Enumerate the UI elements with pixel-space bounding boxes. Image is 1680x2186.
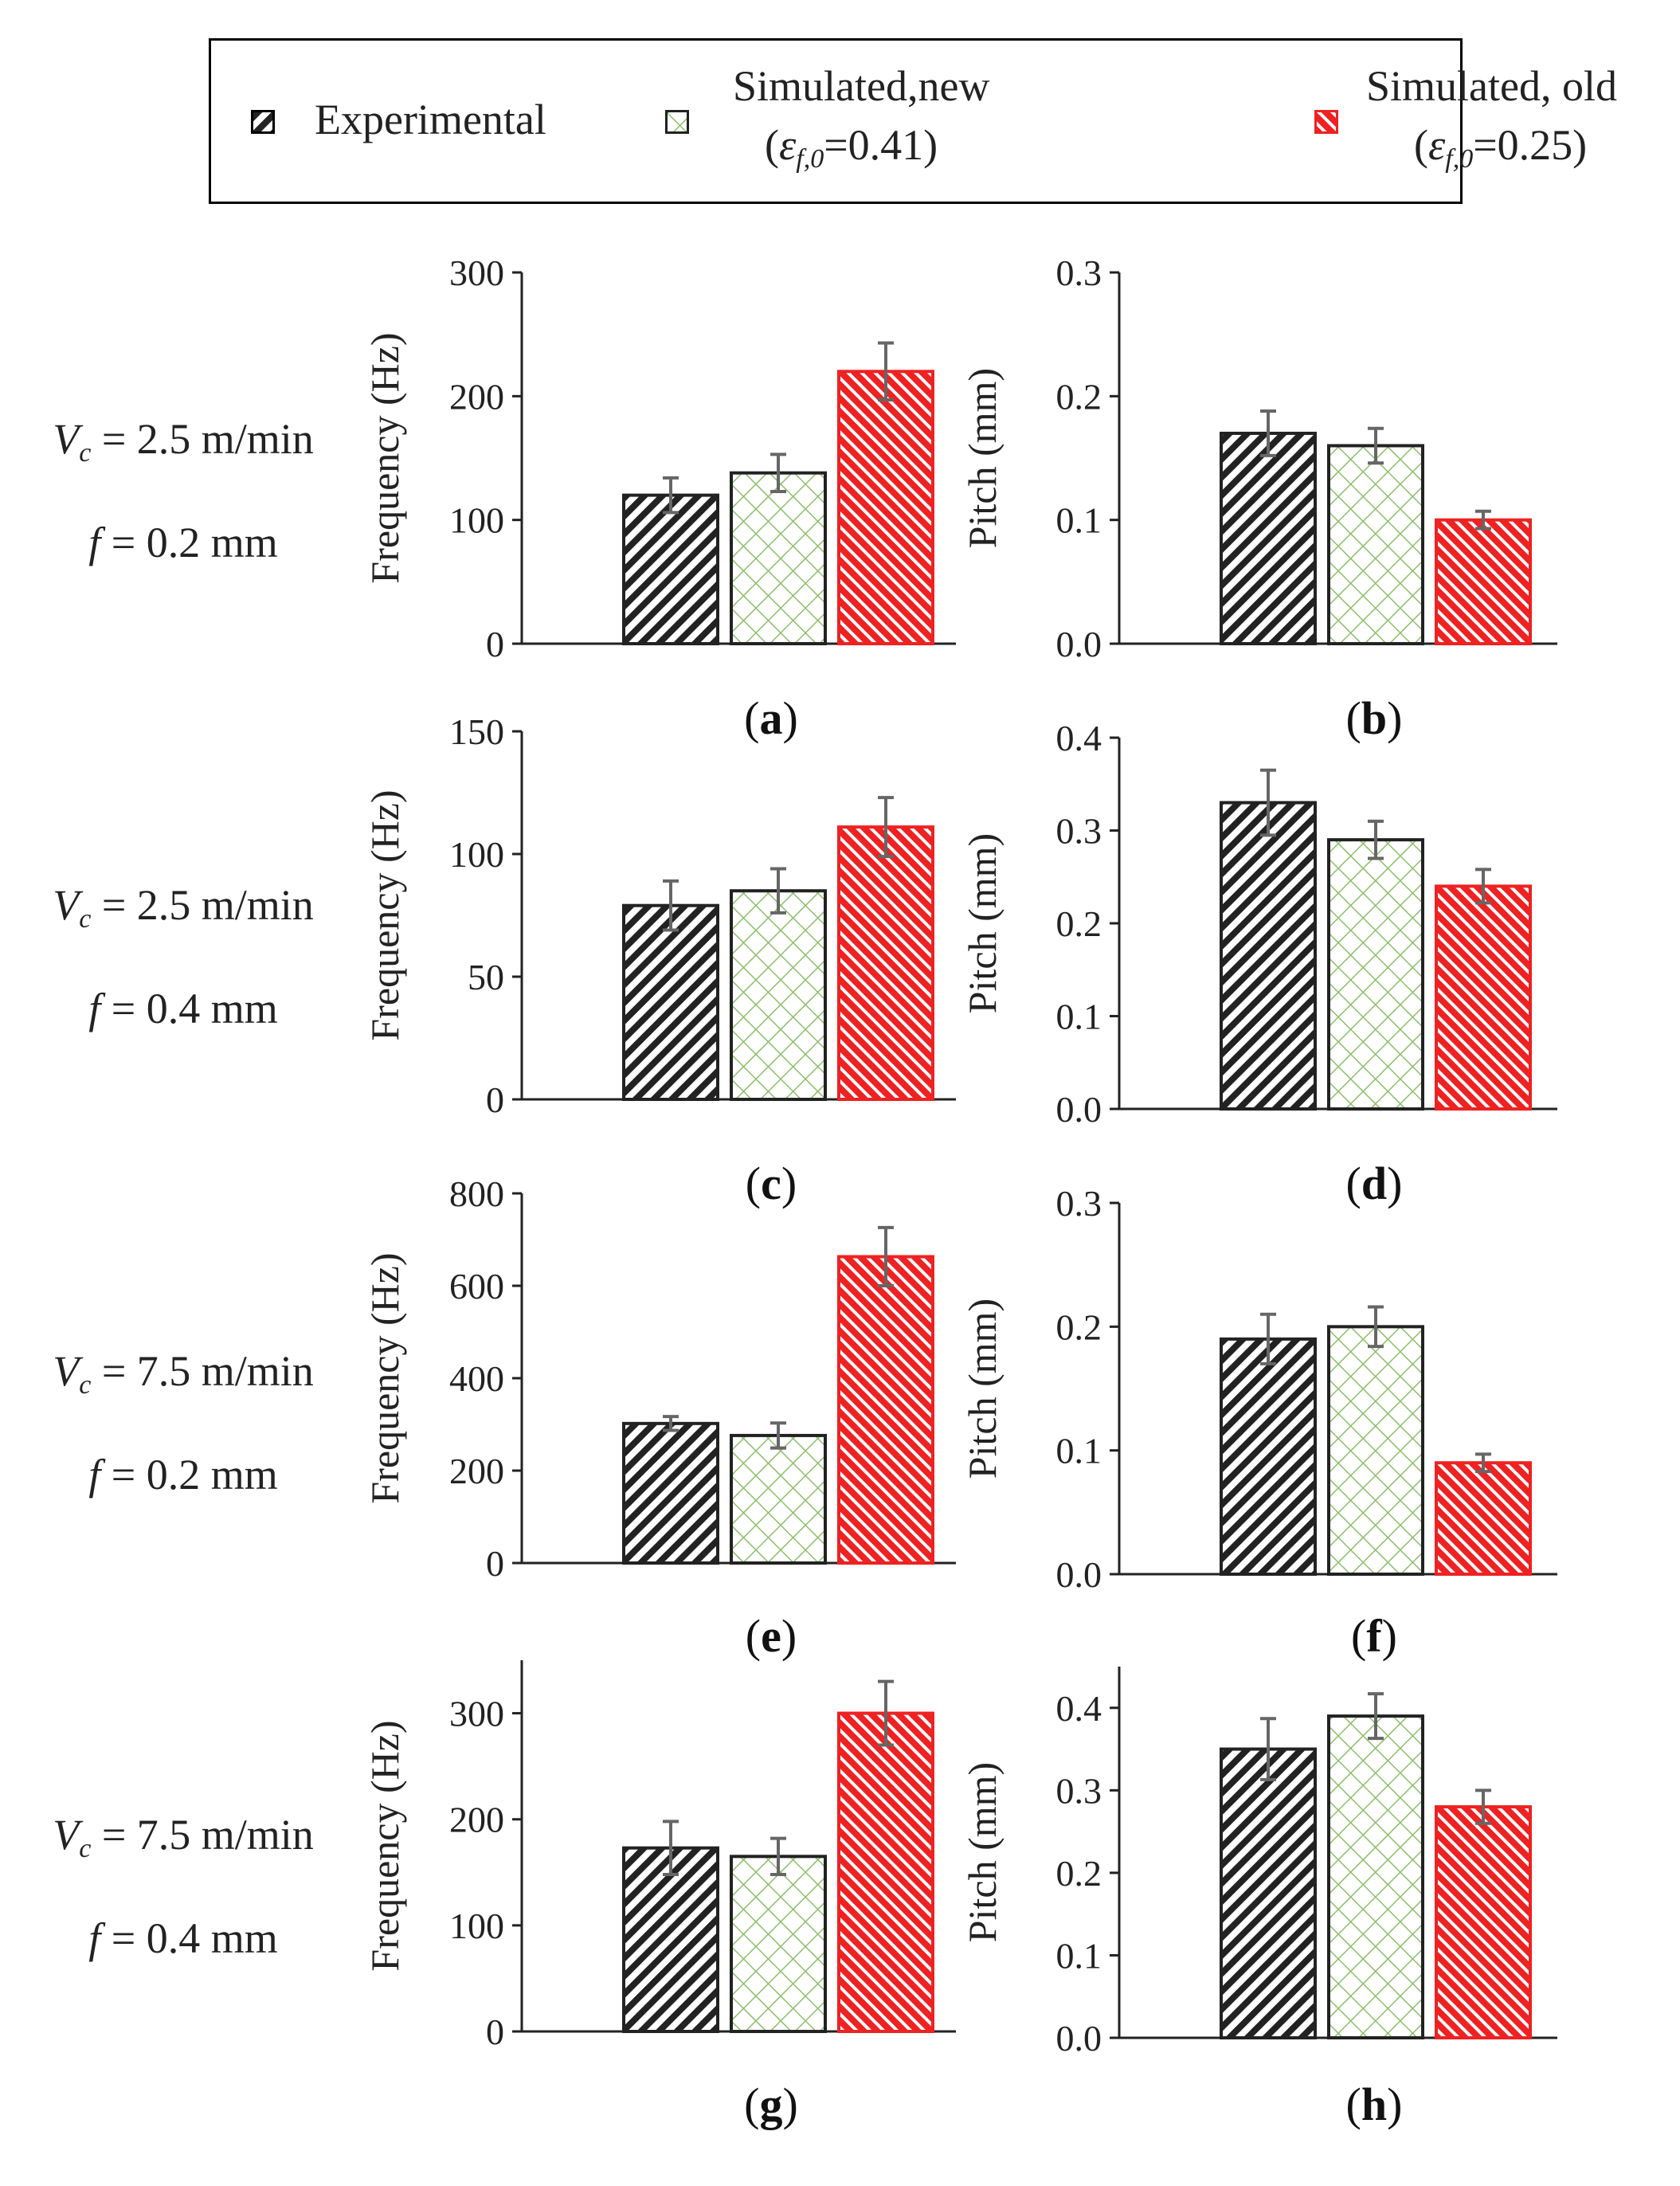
y-tick-label-h-0: 0.0 [1056,2018,1102,2059]
bar-h-1 [1327,1714,1424,2039]
y-tick-label-f-3: 0.3 [1056,1183,1102,1224]
y-axis-title-f: Pitch (mm) [960,1299,1004,1479]
y-axis-title-a: Frequency (Hz) [362,332,407,583]
bar-a-0 [622,493,719,645]
bar-g-1 [730,1855,827,2033]
bar-f-0 [1220,1337,1317,1577]
y-tick-label-a-1: 100 [449,500,504,541]
y-tick-label-a-0: 0 [486,624,504,664]
y-tick-label-b-1: 0.1 [1056,500,1102,541]
legend-swatch-sim-new [665,110,689,134]
bar-g-2 [837,1711,934,2034]
bar-h-0 [1220,1747,1317,2040]
y-tick-label-e-0: 0 [486,1543,504,1584]
panel-letter-g: (g) [744,2078,798,2130]
bar-b-2 [1435,518,1532,646]
bar-c-0 [622,903,719,1102]
bar-e-0 [622,1421,719,1565]
bar-f-2 [1435,1461,1532,1576]
bar-a-1 [730,471,827,646]
legend-sub-sim-old: (εf,0=0.25) [1414,121,1588,174]
y-tick-label-a-2: 200 [449,376,504,417]
y-tick-label-g-0: 0 [486,2012,504,2052]
y-tick-label-c-2: 100 [449,834,504,875]
epsilon-subscript: f,0 [796,144,824,174]
y-tick-label-d-0: 0.0 [1056,1089,1102,1130]
bar-g-0 [622,1846,719,2033]
y-tick-label-d-1: 0.1 [1056,997,1102,1037]
y-tick-label-a-3: 300 [449,253,504,293]
epsilon-symbol: ε [778,121,797,169]
y-tick-label-c-0: 0 [486,1079,504,1120]
legend-swatch-sim-old-box [1314,110,1338,134]
panel-letter-h: (h) [1345,2078,1403,2130]
panel-letter-c: (c) [745,1158,797,1209]
y-axis-title-b: Pitch (mm) [960,368,1004,548]
y-tick-label-e-1: 200 [449,1451,504,1491]
epsilon-subscript: f,0 [1445,144,1474,174]
legend-swatch-experimental [251,110,275,134]
y-axis-title-e: Frequency (Hz) [362,1252,407,1503]
y-tick-label-b-2: 0.2 [1056,376,1102,417]
bar-a-2 [837,370,934,645]
y-tick-label-b-3: 0.3 [1056,253,1102,293]
bar-h-2 [1435,1805,1532,2039]
y-tick-label-h-3: 0.3 [1056,1770,1102,1811]
y-tick-label-g-1: 100 [449,1906,504,1946]
legend-entry-sim-new: Simulated,new (εf,0=0.41) [625,41,1040,202]
y-tick-label-c-3: 150 [449,711,504,752]
legend-value-sim-old: =0.25) [1473,121,1588,169]
y-tick-label-d-4: 0.4 [1056,718,1102,758]
legend-label-sim-old: Simulated, old [1366,62,1617,110]
y-tick-label-e-4: 800 [449,1173,504,1214]
legend-sub-sim-new: (εf,0=0.41) [765,121,938,174]
bar-b-1 [1327,444,1424,646]
bar-c-1 [730,889,827,1101]
y-tick-label-f-1: 0.1 [1056,1431,1102,1471]
bar-d-0 [1220,801,1317,1111]
y-tick-label-g-2: 200 [449,1800,504,1840]
epsilon-symbol: ε [1427,121,1446,169]
panel-letter-e: (e) [745,1610,797,1662]
bar-d-2 [1435,884,1532,1111]
panel-letter-b: (b) [1345,692,1403,744]
y-tick-label-g-3: 300 [449,1694,504,1734]
bar-f-1 [1327,1325,1424,1577]
bar-b-0 [1220,431,1317,646]
y-tick-label-e-2: 400 [449,1358,504,1399]
y-tick-label-d-3: 0.3 [1056,811,1102,852]
bar-d-1 [1327,838,1424,1111]
legend-label-experimental: Experimental [315,96,546,143]
legend-value-sim-new: =0.41) [824,121,938,169]
bar-e-1 [730,1433,827,1565]
y-tick-label-e-3: 600 [449,1266,504,1307]
bar-e-2 [837,1255,934,1565]
y-tick-label-h-1: 0.1 [1056,1935,1102,1976]
y-tick-label-b-0: 0.0 [1056,624,1102,664]
y-tick-label-h-2: 0.2 [1056,1853,1102,1894]
y-axis-title-g: Frequency (Hz) [362,1720,407,1971]
y-tick-label-f-2: 0.2 [1056,1307,1102,1347]
legend-entry-experimental: Experimental [211,41,625,202]
legend: Experimental Simulated,new (εf,0=0.41) S… [209,38,1617,204]
y-axis-title-d: Pitch (mm) [960,833,1004,1013]
y-tick-label-d-2: 0.2 [1056,903,1102,944]
y-tick-label-h-4: 0.4 [1056,1688,1102,1729]
legend-label-sim-new: Simulated,new [733,62,990,110]
panel-letter-d: (d) [1345,1158,1403,1209]
legend-entry-sim-old: Simulated, old (εf,0=0.25) [1040,41,1617,202]
y-tick-label-c-1: 50 [468,957,504,997]
y-tick-label-f-0: 0.0 [1056,1554,1102,1595]
panel-letter-a: (a) [744,692,798,744]
y-axis-title-h: Pitch (mm) [960,1762,1004,1942]
y-axis-title-c: Frequency (Hz) [362,789,407,1040]
bar-c-2 [837,825,934,1101]
panel-letter-f: (f) [1351,1610,1397,1662]
